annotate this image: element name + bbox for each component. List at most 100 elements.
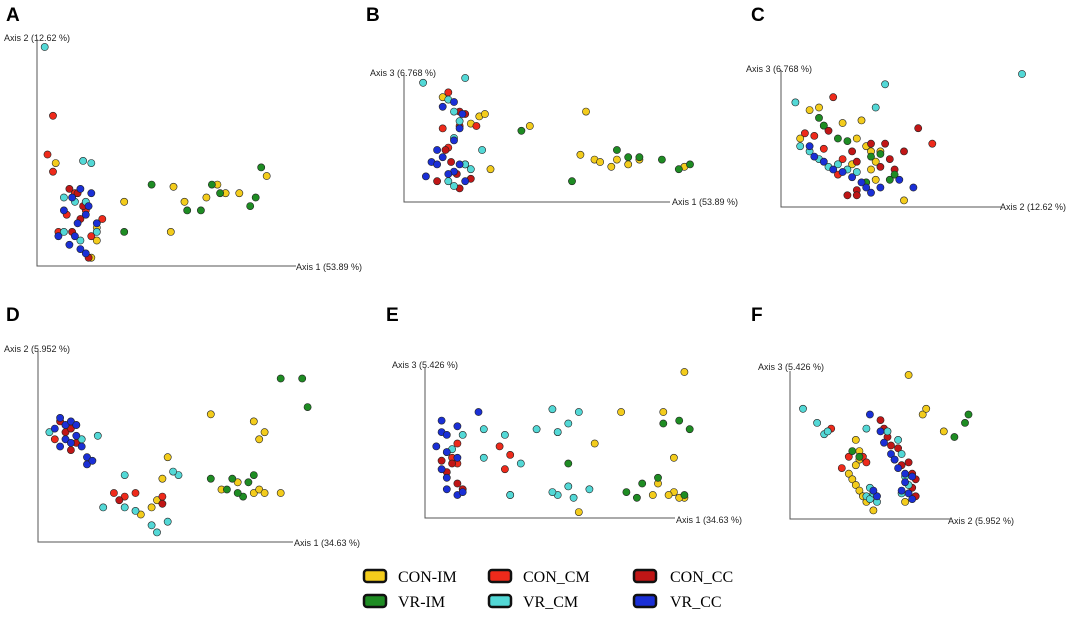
point-b-vr-im: [686, 160, 694, 169]
point-b-con-im: [480, 110, 489, 118]
panel-f-ylabel: Axis 3 (5.426 %): [758, 362, 824, 372]
point-c-vr-cc: [848, 173, 856, 182]
point-c-vr-cc: [810, 152, 819, 161]
panel-f-xlabel: Axis 2 (5.952 %): [948, 516, 1014, 526]
point-f-vr-cc: [873, 492, 881, 501]
point-e-vr-cm: [506, 491, 515, 499]
point-b-con-cm: [472, 122, 481, 130]
point-b-vr-cc: [444, 170, 453, 178]
panel-f-points: [799, 371, 973, 515]
legend-swatch-vr-cm: [487, 593, 513, 609]
point-e-vr-cc: [453, 422, 462, 431]
point-a-con-cm: [49, 167, 57, 176]
point-b-vr-cm: [478, 146, 486, 154]
point-d-vr-cc: [67, 438, 75, 447]
point-d-vr-cm: [99, 503, 108, 512]
point-c-vr-cm: [881, 80, 889, 89]
legend-item-vr-cc: VR_CC: [632, 593, 722, 611]
point-a-vr-cc: [87, 189, 96, 198]
point-c-con-cm: [928, 139, 937, 148]
point-a-vr-cm: [60, 227, 68, 236]
point-b-con-im: [525, 122, 534, 130]
point-b-vr-cm: [461, 74, 470, 82]
point-c-vr-im: [876, 150, 885, 158]
point-e-con-im: [617, 408, 625, 416]
panel-a-ylabel: Axis 2 (12.62 %): [4, 33, 70, 43]
point-e-con-im: [590, 439, 599, 448]
point-d-vr-cm: [153, 528, 161, 537]
point-f-vr-im: [964, 410, 973, 419]
point-d-vr-cm: [93, 431, 102, 440]
point-d-con-im: [158, 474, 167, 483]
point-e-con-im: [648, 491, 657, 499]
point-a-vr-cc: [84, 202, 93, 210]
point-a-vr-im: [207, 180, 216, 189]
point-b-vr-im: [635, 153, 644, 162]
point-e-vr-cc: [458, 488, 467, 496]
point-f-con-im: [848, 475, 857, 484]
legend: CON-IM CON_CM CON_CC VR-IM VR_CM VR_CC: [362, 568, 733, 611]
point-a-vr-cm: [60, 193, 68, 202]
point-d-vr-cc: [50, 424, 59, 433]
point-b-vr-im: [674, 165, 683, 174]
point-e-vr-cc: [442, 485, 451, 494]
point-f-vr-cc: [897, 486, 906, 495]
point-e-vr-cc: [474, 408, 483, 416]
point-d-vr-cc: [56, 442, 64, 451]
point-f-con-im: [851, 481, 860, 489]
point-a-con-cc: [65, 184, 74, 193]
legend-item-con-im: CON-IM: [362, 568, 457, 586]
point-c-vr-cc: [909, 183, 918, 192]
point-b-vr-im: [613, 146, 621, 154]
point-b-vr-cm: [466, 165, 475, 174]
point-f-vr-cc: [887, 450, 895, 458]
panel-c-xlabel: Axis 2 (12.62 %): [1000, 202, 1066, 212]
point-f-con-cc: [904, 458, 913, 467]
point-a-vr-im: [257, 163, 266, 172]
point-d-vr-cc: [72, 421, 81, 429]
point-f-con-cc: [876, 416, 885, 424]
point-e-con-im: [659, 408, 668, 416]
point-f-vr-cm: [897, 450, 906, 458]
point-c-con-cc: [824, 126, 833, 135]
point-f-vr-cc: [890, 455, 899, 464]
point-f-vr-cm: [862, 424, 871, 433]
point-d-vr-cc: [77, 442, 86, 451]
point-f-con-im: [918, 410, 927, 419]
point-d-con-cm: [50, 435, 59, 444]
point-b-con-cc: [447, 158, 455, 166]
point-f-vr-im: [848, 447, 857, 455]
point-c-vr-cc: [862, 183, 871, 192]
point-b-con-im: [486, 165, 495, 174]
point-b-vr-cm: [444, 177, 453, 186]
legend-label-vr-cm: VR_CM: [523, 594, 578, 611]
point-a-vr-cc: [54, 232, 63, 241]
point-f-con-im: [939, 427, 948, 436]
point-b-vr-cm: [450, 182, 458, 190]
point-a-con-im: [166, 227, 175, 236]
point-b-vr-cc: [455, 160, 464, 169]
panel-b-points: [419, 74, 694, 193]
point-b-con-im: [613, 155, 621, 164]
point-c-con-cc: [914, 124, 923, 133]
point-e-vr-cm: [585, 485, 594, 494]
legend-label-con-cm: CON_CM: [523, 569, 590, 586]
point-e-con-cc: [448, 459, 456, 468]
panel-label-d: D: [6, 305, 20, 326]
point-d-con-im: [249, 417, 258, 426]
point-c-vr-cm: [1018, 70, 1026, 78]
point-b-vr-cm: [450, 107, 458, 116]
point-d-con-im: [255, 435, 264, 444]
point-d-con-im: [147, 503, 156, 512]
point-d-con-im: [249, 489, 258, 497]
legend-item-vr-im: VR-IM: [362, 593, 445, 611]
point-a-vr-im: [183, 206, 192, 215]
point-e-vr-cm: [479, 453, 488, 462]
point-c-vr-cc: [876, 183, 885, 192]
point-e-con-im: [664, 491, 673, 499]
point-b-vr-im: [568, 177, 576, 186]
point-a-vr-im: [196, 206, 205, 215]
panel-c-ylabel: Axis 3 (6.768 %): [746, 64, 812, 74]
point-b-con-im: [582, 107, 590, 116]
